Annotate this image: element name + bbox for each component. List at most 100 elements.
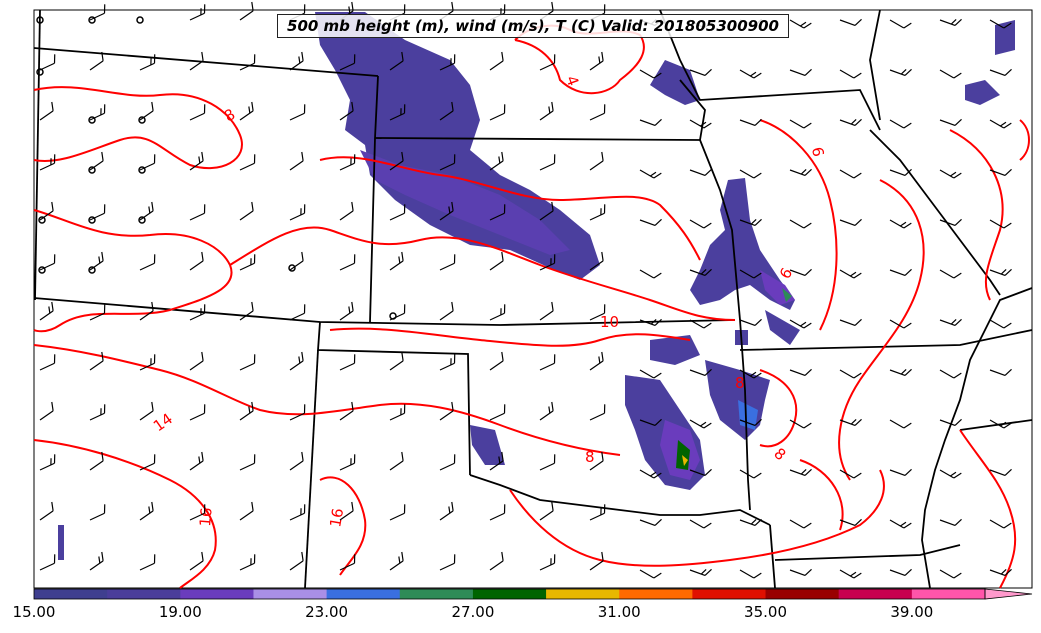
wind-barb <box>89 51 104 71</box>
wind-barb <box>39 201 54 221</box>
arkansas-line-shading <box>765 310 800 345</box>
panhandle-tail-shading <box>58 525 64 560</box>
wind-barb <box>689 468 712 477</box>
wind-barb <box>839 118 862 127</box>
wind-barb <box>639 218 662 227</box>
wind-barb <box>189 251 204 271</box>
contour-14 <box>33 344 621 456</box>
calm-marker <box>136 16 144 24</box>
wind-barb <box>939 218 962 227</box>
wind-barb <box>339 154 356 171</box>
wind-barb <box>189 504 206 521</box>
wind-barb <box>339 454 356 471</box>
northeast-border <box>869 9 881 121</box>
jet-streak-core-shading <box>360 150 570 255</box>
wind-barb <box>889 168 912 177</box>
wind-barb <box>239 201 254 221</box>
wind-barb <box>539 501 554 521</box>
wind-barb <box>589 151 604 171</box>
wind-barb <box>839 369 862 379</box>
wind-barb <box>339 201 354 221</box>
wind-barb <box>689 419 712 429</box>
wind-barb <box>889 419 912 429</box>
wind-barb <box>789 368 812 377</box>
wind-barb <box>939 369 962 379</box>
wind-barb <box>539 101 554 121</box>
contour-east-5 <box>1019 119 1030 161</box>
wind-barb <box>539 354 556 371</box>
colorbar-segment <box>546 589 620 599</box>
wind-barb <box>239 301 254 321</box>
contour-east-1 <box>759 119 838 331</box>
contour-east-4 <box>959 429 1017 589</box>
wind-barb <box>339 254 356 271</box>
colorbar-segment <box>619 589 693 599</box>
wind-barb <box>989 568 1012 577</box>
oklahoma-east-border <box>739 319 751 511</box>
wind-barb <box>189 304 206 321</box>
wind-barb <box>389 351 404 371</box>
wind-barb <box>689 368 712 377</box>
wind-barb <box>939 269 962 279</box>
wind-barb <box>289 551 304 571</box>
missouri-green-shading <box>782 288 792 302</box>
wind-barb <box>739 218 762 227</box>
calm-marker <box>36 68 44 76</box>
contour-main-band <box>229 226 736 321</box>
wind-barb <box>289 451 304 471</box>
wind-barb <box>789 119 812 129</box>
wind-barb <box>739 318 762 327</box>
wind-barb <box>739 69 762 79</box>
wind-barb <box>89 304 106 321</box>
wind-barb <box>289 104 306 121</box>
wind-barb <box>389 451 404 471</box>
wind-barb <box>839 169 862 179</box>
contour-8-west <box>33 209 233 333</box>
wind-barb <box>589 551 604 571</box>
wind-barb <box>939 18 962 27</box>
wind-barb <box>989 268 1012 277</box>
wind-barb <box>439 354 456 371</box>
colorbar-segment <box>765 589 840 599</box>
wind-barb <box>239 554 256 571</box>
wind-barb <box>489 104 506 121</box>
wind-barb <box>389 251 404 271</box>
wind-barb <box>789 268 812 277</box>
wind-barb <box>339 501 354 521</box>
arkansas-south-border <box>774 544 961 561</box>
wind-barb <box>639 269 662 279</box>
wind-barb <box>689 219 712 229</box>
wind-barb <box>339 401 354 421</box>
contour-east-3 <box>949 129 1004 301</box>
wind-barb <box>139 401 154 421</box>
wind-barb <box>389 504 406 521</box>
wind-barb <box>589 504 606 521</box>
wind-barb <box>789 468 812 477</box>
colorbar-tick-label: 19.00 <box>158 603 202 621</box>
wind-barb <box>539 154 556 171</box>
wind-barb <box>739 418 762 427</box>
wind-barb <box>739 518 762 527</box>
wind-barb <box>889 219 912 229</box>
wind-barb <box>389 51 404 71</box>
wind-barb <box>439 254 456 271</box>
wind-barb <box>689 319 712 329</box>
colorbar-tick-label: 27.00 <box>451 603 495 621</box>
wind-barb <box>939 69 962 79</box>
colorbar-segment <box>399 589 474 599</box>
wind-barb <box>89 551 104 571</box>
wind-barb <box>139 454 156 471</box>
wind-barb <box>289 51 304 71</box>
wind-barb <box>939 569 962 579</box>
calm-marker <box>88 16 96 24</box>
wind-barbs <box>39 1 1012 579</box>
far-northeast-shading <box>995 20 1015 55</box>
wind-barb <box>239 401 254 421</box>
wind-barb <box>489 551 504 571</box>
northeast-shading <box>650 60 700 105</box>
wind-barb <box>489 351 504 371</box>
wind-barb <box>239 501 254 521</box>
wind-barb <box>189 551 204 571</box>
wind-barb <box>189 404 206 421</box>
calm-marker <box>288 264 296 272</box>
